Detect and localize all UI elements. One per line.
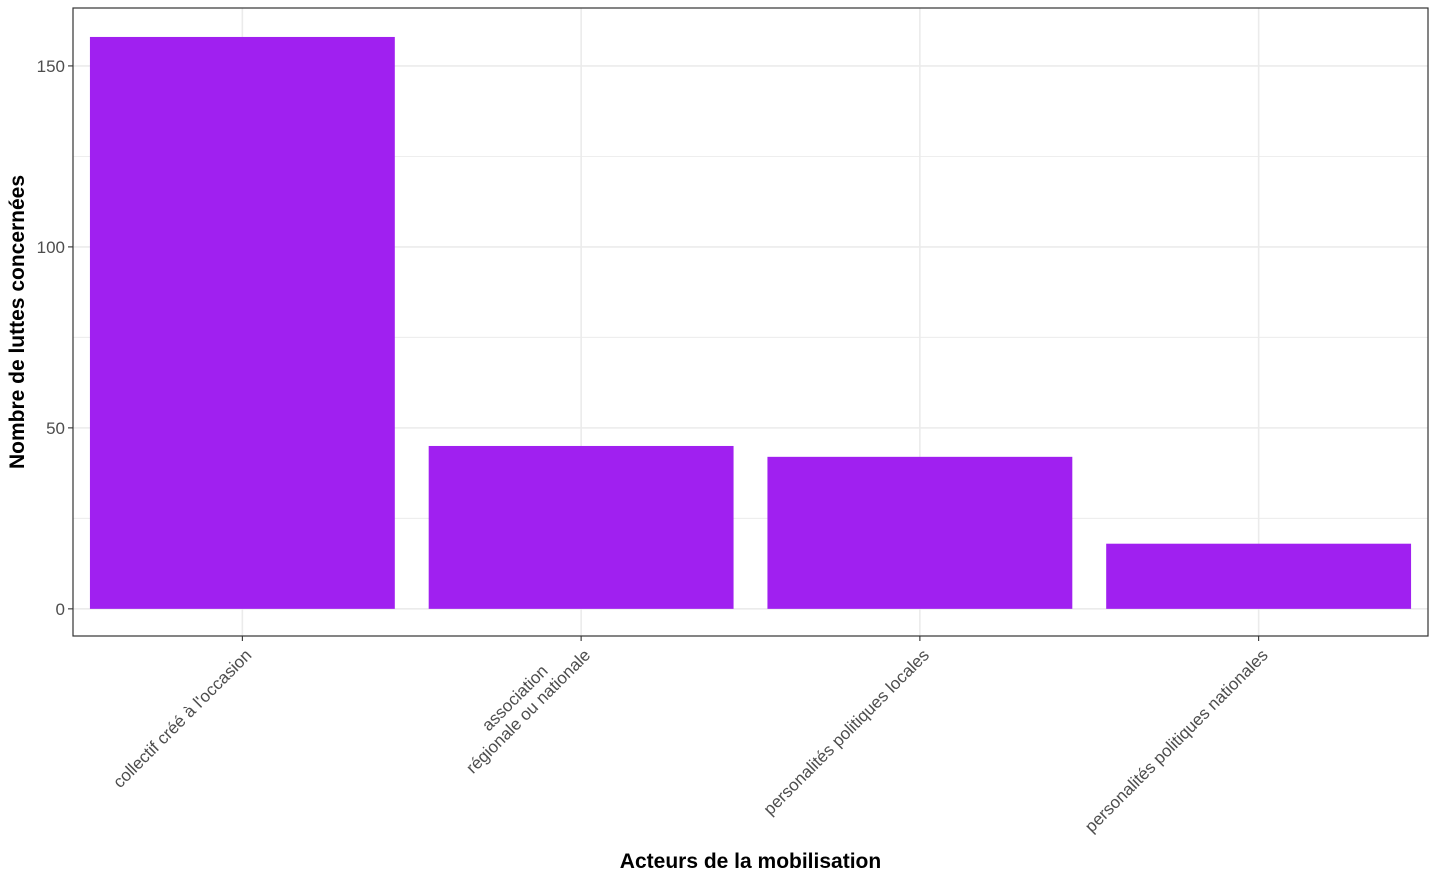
bar <box>1106 543 1412 609</box>
bar <box>767 456 1073 609</box>
x-tick-label: personalités politiques locales <box>760 646 933 819</box>
y-axis-title: Nombre de luttes concernées <box>6 175 29 469</box>
x-tick-label: personalités politiques nationales <box>1081 646 1272 837</box>
y-tick-label: 50 <box>46 419 65 438</box>
y-tick-label: 150 <box>37 57 65 76</box>
y-tick-label: 100 <box>37 238 65 257</box>
x-tick-label: collectif créé à l'occasion <box>109 646 255 792</box>
bar <box>89 36 395 609</box>
x-tick-label: associationrégionale ou nationale <box>449 632 594 777</box>
x-axis-ticks: collectif créé à l'occasion associationré… <box>109 632 1272 837</box>
x-tick-label-line: régionale ou nationale <box>462 646 594 778</box>
x-axis-title: Acteurs de la mobilisation <box>620 850 881 873</box>
bar <box>428 445 734 609</box>
x-tick-label-line: collectif créé à l'occasion <box>109 646 255 792</box>
x-tick-label-line: personalités politiques nationales <box>1081 646 1272 837</box>
y-tick-label: 0 <box>56 600 65 619</box>
x-tick-label-line: personalités politiques locales <box>760 646 933 819</box>
y-axis-ticks: 0 50 100 150 <box>37 57 73 619</box>
panel-border <box>72 7 1429 637</box>
bars <box>89 36 1412 609</box>
